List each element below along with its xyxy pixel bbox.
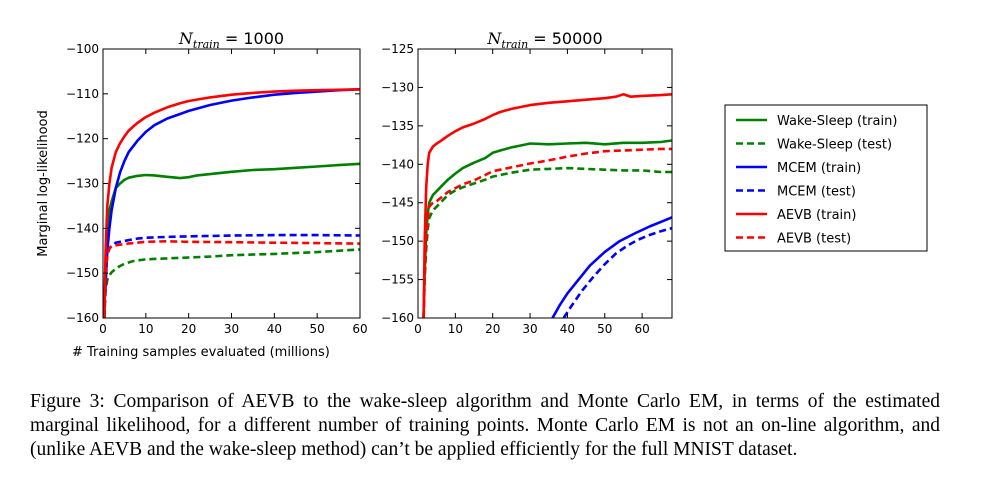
legend-label-mcem-train: MCEM (train) — [777, 161, 861, 176]
series-line-wake-sleep-train — [422, 139, 672, 318]
plot-frame — [417, 48, 673, 319]
chart-title: Ntrain = 1000 — [178, 29, 284, 51]
series-line-mcem-train — [103, 88, 360, 296]
series-line-mcem-test — [103, 233, 360, 318]
chart-ntrain-50000: 0 10 20 30 40 50 60 −125 −130 −135 −140 −145 −150 −15… — [381, 29, 673, 336]
series-line-aevb-train — [103, 88, 360, 318]
x-tick-label: 30 — [224, 322, 239, 336]
y-tick-label: −145 — [381, 196, 414, 210]
x-tick-label: 60 — [634, 322, 649, 336]
series-line-aevb-test — [422, 147, 672, 318]
y-tick-label: −125 — [381, 42, 414, 56]
x-tick-label: 20 — [485, 322, 500, 336]
legend-frame — [724, 104, 928, 252]
series-line-wake-sleep-test — [103, 248, 360, 318]
legend: Wake-Sleep (train) Wake-Sleep (test) MCEM … — [724, 104, 928, 252]
chart-ntrain-1000: 0 10 20 30 40 50 60 −100 −110 −120 −130 −140 −150 −16… — [36, 29, 368, 360]
x-tick-label: 40 — [560, 322, 575, 336]
y-tick-label: −150 — [66, 266, 99, 280]
x-tick-label: 10 — [138, 322, 153, 336]
y-tick-label: −160 — [66, 311, 99, 325]
chart-title: Ntrain = 50000 — [486, 29, 602, 51]
x-tick-label: 60 — [352, 322, 367, 336]
y-tick-label: −135 — [381, 119, 414, 133]
y-tick-label: −130 — [66, 177, 99, 191]
x-tick-label: 50 — [597, 322, 612, 336]
y-tick-label: −160 — [381, 311, 414, 325]
y-tick-label: −130 — [381, 80, 414, 94]
series-line-aevb-train — [422, 93, 672, 318]
x-tick-label: 0 — [414, 322, 422, 336]
series-line-wake-sleep-train — [103, 162, 360, 318]
y-tick-label: −120 — [66, 132, 99, 146]
y-tick-label: −110 — [66, 87, 99, 101]
series-line-aevb-test — [103, 240, 360, 318]
legend-label-aevb-train: AEVB (train) — [777, 208, 856, 223]
legend-label-aevb-test: AEVB (test) — [777, 232, 851, 247]
legend-label-wake-sleep-train: Wake-Sleep (train) — [777, 114, 897, 129]
x-axis-label: # Training samples evaluated (millions) — [72, 345, 330, 360]
y-axis-label: Marginal log-likelihood — [36, 110, 51, 257]
x-tick-label: 50 — [310, 322, 325, 336]
figure-caption: Figure 3: Comparison of AEVB to the wake… — [30, 391, 940, 460]
legend-label-mcem-test: MCEM (test) — [777, 185, 856, 200]
series-line-mcem-train — [551, 216, 672, 318]
y-tick-label: −140 — [381, 157, 414, 171]
x-tick-label: 20 — [181, 322, 196, 336]
x-tick-label: 30 — [522, 322, 537, 336]
y-tick-label: −150 — [381, 234, 414, 248]
x-tick-label: 40 — [267, 322, 282, 336]
x-tick-label: 10 — [448, 322, 463, 336]
y-tick-label: −155 — [381, 273, 414, 287]
series-line-mcem-test — [562, 226, 672, 318]
legend-label-wake-sleep-test: Wake-Sleep (test) — [777, 138, 892, 153]
figure: 0 10 20 30 40 50 60 −100 −110 −120 −130 −140 −150 −16… — [36, 29, 928, 360]
x-tick-label: 0 — [99, 322, 107, 336]
y-tick-label: −140 — [66, 221, 99, 235]
y-tick-label: −100 — [66, 42, 99, 56]
